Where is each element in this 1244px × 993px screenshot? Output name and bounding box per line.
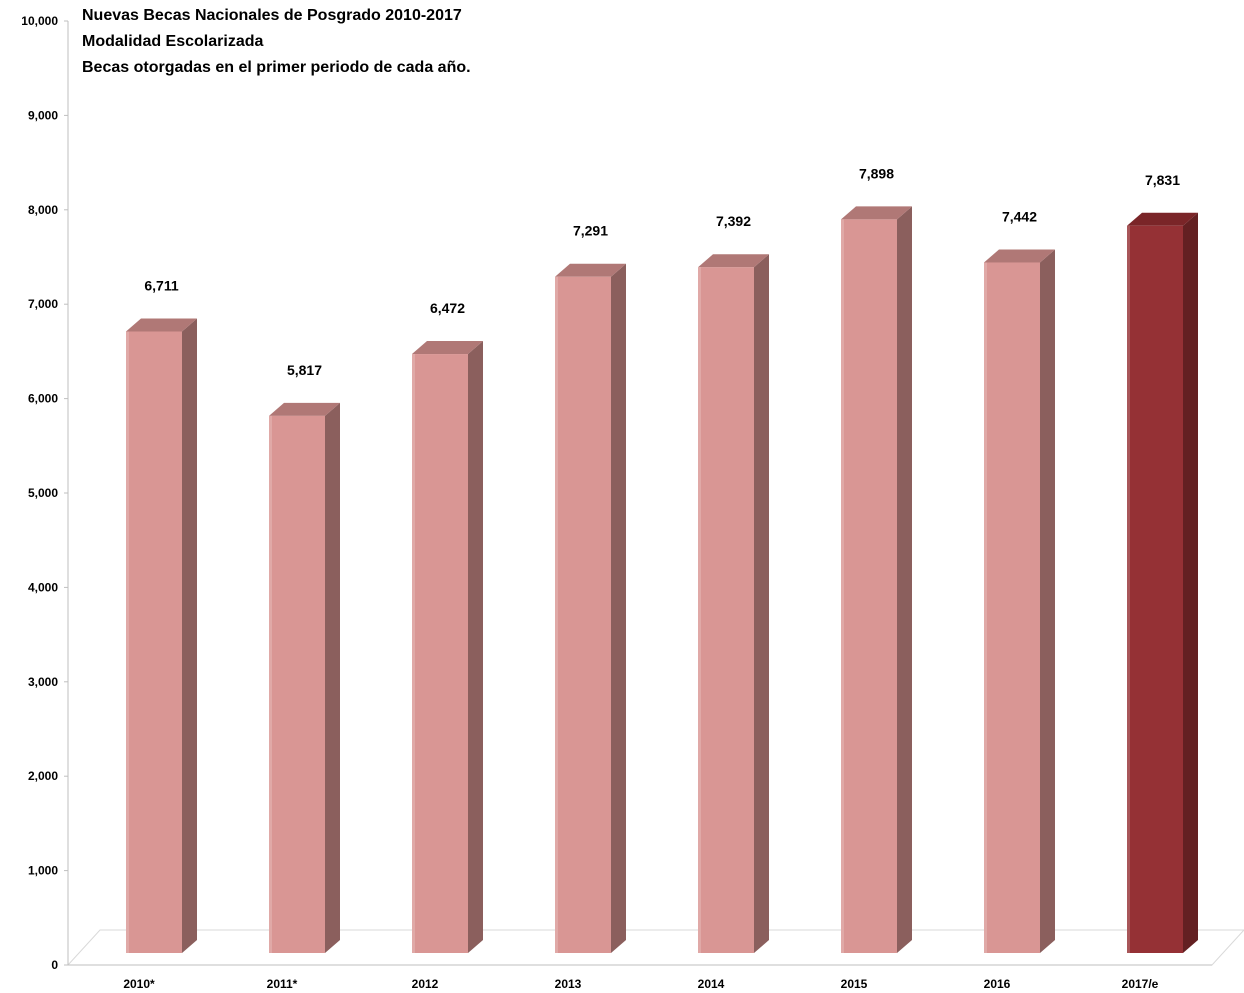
y-tick-label: 6,000 [28,392,58,406]
y-tick-label: 1,000 [28,864,58,878]
x-tick-label: 2013 [555,977,582,991]
bar-2013 [555,263,626,953]
bar-2014 [698,254,769,954]
bar-top [984,249,1055,263]
bar-series [126,206,1198,954]
x-tick-label: 2016 [984,977,1011,991]
bar-2010* [126,318,197,954]
y-tick-label: 4,000 [28,580,58,594]
y-tick-label: 9,000 [28,108,58,122]
data-label: 7,831 [1145,172,1180,188]
x-tick-label: 2015 [841,977,868,991]
x-tick-label: 2012 [412,977,439,991]
chart-floor [66,929,1244,966]
bar-2012 [412,341,483,953]
x-tick-label: 2011* [267,977,298,991]
y-tick-label: 7,000 [28,297,58,311]
bar-2015 [841,206,912,953]
bar-2017/e [1127,212,1198,953]
bar-side [754,254,769,954]
bar-side [897,206,912,953]
bar-top [698,254,769,268]
y-tick-label: 10,000 [21,14,58,28]
bar-shine [126,331,129,954]
data-label: 5,817 [287,362,322,378]
bar-2011* [269,402,340,953]
y-axis: 0 1,000 2,000 3,000 4,000 5,000 6,000 7,000 8,00… [21,14,1212,972]
y-tick-label: 2,000 [28,769,58,783]
bar-top [126,318,197,332]
data-label: 7,291 [573,223,608,239]
bar-front [126,331,182,954]
bar-front [1127,225,1183,953]
y-tick-label: 5,000 [28,486,58,500]
bar-front [412,354,468,953]
bar-side [182,318,197,954]
bar-2016 [984,249,1055,953]
bar-shine [412,354,415,953]
bar-top [412,341,483,355]
data-label: 6,711 [144,277,178,293]
chart-title: Nuevas Becas Nacionales de Posgrado 2010… [82,7,462,24]
bar-shine [841,219,844,953]
bar-shine [1127,225,1130,953]
bar-top [269,402,340,416]
bar-front [269,415,325,953]
chart-subtitle: Modalidad Escolarizada [82,33,264,50]
bar-shine [984,262,987,953]
bar-top [1127,212,1198,226]
bar-top [841,206,912,220]
bar-side [1040,249,1055,953]
bar-shine [698,267,701,953]
bar-shine [269,415,272,953]
y-tick-label: 8,000 [28,203,58,217]
bar-front [555,276,611,953]
x-tick-label: 2010* [123,977,155,991]
x-axis-labels: 2010* 2011* 2012 2013 2014 2015 2016 2017/e [123,977,1158,991]
bar-side [325,402,340,953]
y-tick-label: 0 [51,958,58,972]
bar-top [555,263,626,277]
data-label: 7,898 [859,165,894,181]
bar-front [841,219,897,953]
bar-side [611,263,626,953]
x-tick-label: 2017/e [1122,977,1159,991]
data-label: 6,472 [430,300,465,316]
x-tick-label: 2014 [698,977,725,991]
y-tick-label: 3,000 [28,675,58,689]
data-label: 7,392 [716,213,751,229]
bar-front [984,262,1040,953]
bar-side [1183,212,1198,953]
data-label: 7,442 [1002,208,1037,224]
data-labels: 6,711 5,817 6,472 7,291 7,392 7,898 7,442 7,831 [144,165,1180,377]
chart-subtitle-2: Becas otorgadas en el primer periodo de … [82,59,471,76]
chart-floor-plane [66,929,1244,966]
bar-side [468,341,483,953]
bar-shine [555,276,558,953]
bar-front [698,267,754,953]
